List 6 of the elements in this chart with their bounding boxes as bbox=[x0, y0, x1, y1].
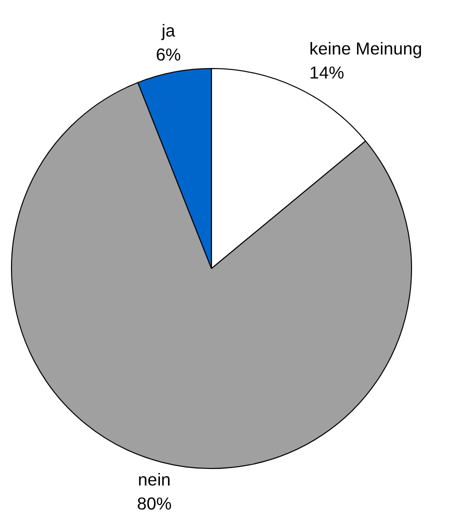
slice-label: ja bbox=[160, 20, 176, 41]
data-label: 6% bbox=[156, 44, 181, 65]
slice-label: keine Meinung bbox=[309, 38, 422, 58]
data-label: 80% bbox=[136, 493, 172, 514]
data-label: 14% bbox=[309, 62, 344, 82]
slice-label: nein bbox=[138, 469, 171, 490]
